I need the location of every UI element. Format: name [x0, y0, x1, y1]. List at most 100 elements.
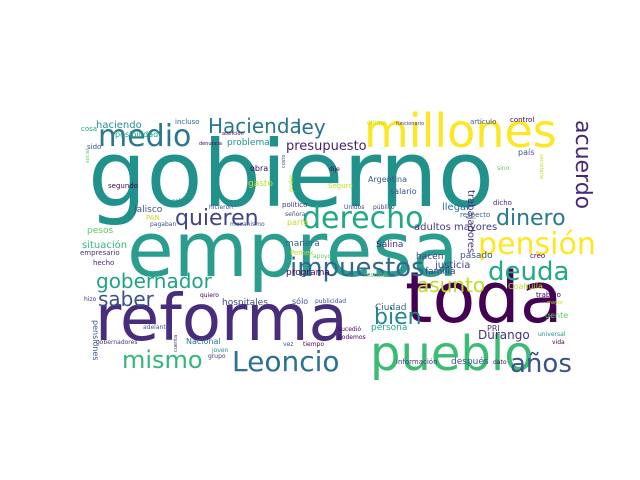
- word-haciendo: haciendo: [96, 120, 142, 131]
- word-situacion: situación: [82, 239, 127, 251]
- word-poder: poder: [288, 174, 295, 192]
- word-hizo: hizo: [84, 296, 97, 303]
- word-leoncio: Leoncio: [232, 345, 340, 378]
- word-pagaban: pagaban: [150, 221, 176, 228]
- word-pais: país: [518, 148, 534, 157]
- word-gobierno: gobierno: [88, 121, 494, 228]
- word-respecto: respecto: [460, 211, 490, 219]
- word-reforma: reforma: [95, 282, 348, 356]
- word-posibilidad: posibilidad: [115, 130, 158, 139]
- word-vida: vida: [552, 339, 565, 346]
- word-pemex: Pemex: [290, 249, 313, 257]
- word-coahuila: Coahuila: [508, 282, 543, 291]
- word-persona: persona: [371, 323, 407, 333]
- word-gobernadores: gobernadores: [96, 339, 137, 346]
- word-pensiones: pensiones: [91, 320, 100, 361]
- word-atencion: atención: [222, 130, 244, 137]
- word-mayor: mayor: [547, 300, 564, 306]
- word-adelante: adelante: [143, 324, 170, 331]
- word-ultimo: último: [367, 120, 386, 127]
- word-bien: bien: [374, 305, 422, 330]
- word-secretaria: secretaria: [538, 154, 544, 179]
- word-impuestos: impuestos: [290, 253, 425, 283]
- word-adultos-mayores: adultos mayores: [414, 222, 497, 233]
- word-gente: gente: [545, 311, 568, 320]
- word-salud: salud: [172, 198, 188, 205]
- word-parte: parte: [287, 218, 308, 227]
- word-acuerdo: acuerdo: [570, 120, 595, 209]
- word-pension: pensión: [478, 227, 596, 262]
- word-dinero: dinero: [496, 206, 566, 231]
- word-quiero: quiero: [200, 292, 219, 299]
- word-social: social: [85, 149, 91, 163]
- word-podemos: podemos: [338, 334, 366, 341]
- word-argentina: Argentina: [368, 175, 407, 184]
- word-hacienda: Hacienda: [208, 114, 302, 138]
- word-programa: programa: [286, 268, 330, 278]
- word-hecho: hecho: [93, 259, 114, 267]
- word-dicho: dicho: [493, 199, 512, 207]
- word-trabajadores: trabajadores: [465, 190, 476, 253]
- word-pasado: pasado: [460, 251, 493, 261]
- word-publico: público: [373, 204, 395, 211]
- word-articulo: artículo: [470, 118, 496, 126]
- word-funcionario: funcionario: [396, 121, 424, 127]
- word-sino: sino: [497, 165, 510, 172]
- word-pri: PRI: [487, 324, 500, 333]
- word-gobernador: gobernador: [96, 269, 213, 293]
- word-mecanismo: mecanismo: [230, 221, 265, 228]
- word-pesos: pesos: [87, 226, 113, 236]
- word-universal: universal: [538, 331, 566, 338]
- word-hicieron: hicieron: [209, 204, 233, 211]
- word-millones: millones: [364, 104, 557, 158]
- word-informacion: información: [396, 358, 438, 366]
- word-anos: años: [510, 349, 572, 379]
- word-cosa: cosa: [81, 125, 97, 133]
- word-problema: problema: [227, 138, 270, 148]
- word-familia: familia: [425, 267, 455, 277]
- word-rescate: rescate: [364, 272, 386, 279]
- word-salina: Salina: [376, 240, 403, 250]
- word-unidos: Unidos: [344, 204, 364, 211]
- word-trabajo: trabajo: [536, 291, 561, 299]
- word-deuda: deuda: [488, 257, 569, 287]
- word-ley: ley: [296, 115, 326, 139]
- word-sido: sido: [87, 143, 101, 151]
- word-despues: después: [451, 356, 489, 367]
- word-control: control: [510, 116, 534, 124]
- word-denuncia: denuncia: [199, 141, 222, 147]
- word-nacional: Nacional: [186, 337, 221, 346]
- word-seguro: Seguro: [328, 182, 353, 190]
- word-mismo: mismo: [122, 346, 203, 374]
- word-asunto: asunto: [417, 273, 485, 297]
- word-hacen: hacen: [416, 252, 443, 262]
- word-gasto: gasto: [248, 179, 273, 189]
- word-presupuesto: presupuesto: [286, 139, 367, 154]
- word-tiempo: tiempo: [303, 341, 324, 348]
- word-justicia: justicia: [434, 260, 470, 271]
- word-jalisco: Jalisco: [133, 205, 163, 215]
- word-creo: creo: [530, 252, 545, 260]
- word-pan: PAN: [146, 214, 160, 222]
- word-hospitales: hospitales: [222, 298, 268, 308]
- word-sucedio: sucedió: [338, 326, 361, 333]
- word-joven: joven: [211, 347, 229, 354]
- word-obra: obra: [250, 164, 268, 173]
- word-toda: toda: [405, 257, 563, 339]
- word-senora: señora: [285, 211, 306, 218]
- word-quieren: quieren: [175, 206, 259, 231]
- word-solo: sólo: [292, 296, 308, 306]
- word-politico: político: [282, 201, 307, 209]
- word-saber: saber: [98, 287, 155, 311]
- word-vez: vez: [283, 341, 293, 348]
- word-medio: medio: [98, 119, 191, 154]
- word-grupo: grupo: [208, 353, 226, 360]
- word-derecho: derecho: [302, 201, 424, 236]
- word-costo: costo: [281, 155, 287, 168]
- word-dato: dato: [493, 359, 507, 366]
- word-llegar: llegar: [442, 202, 471, 213]
- word-publicidad: publicidad: [315, 298, 346, 305]
- word-empresario: empresario: [80, 249, 120, 257]
